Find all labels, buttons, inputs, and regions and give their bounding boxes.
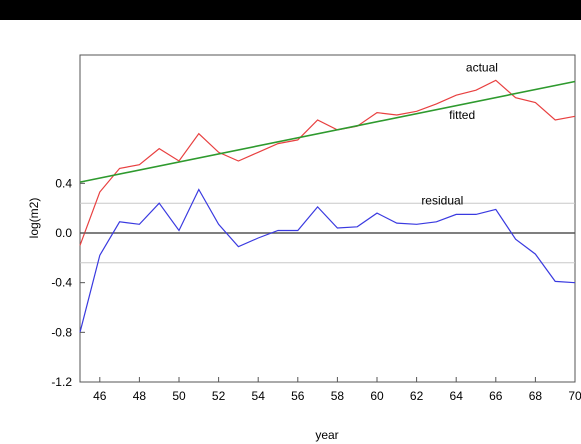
series-annotation-actual: actual [466,61,498,75]
y-axis-title: log(m2) [27,198,41,239]
x-tick-label: 62 [410,389,424,403]
x-tick-label: 54 [252,389,266,403]
y-tick-label: 0.0 [55,226,72,240]
top-black-bar [0,0,581,20]
plot-area-frame [79,54,576,383]
x-tick-label: 66 [489,389,503,403]
series-line-fitted [79,80,576,183]
series-line-residual [79,188,576,333]
x-axis-title: year [315,428,338,442]
y-tick-label: -1.2 [51,375,72,389]
x-tick-label: 68 [529,389,543,403]
x-tick-label: 46 [93,389,107,403]
series-annotation-residual: residual [421,193,463,207]
series-line-actual [79,79,576,246]
series-annotation-fitted: fitted [449,108,475,122]
x-tick-label: 58 [331,389,345,403]
x-tick-label: 48 [133,389,147,403]
x-tick-label: 60 [370,389,384,403]
x-tick-label: 56 [291,389,305,403]
x-tick-label: 52 [212,389,226,403]
x-tick-label: 70 [568,389,581,403]
x-tick-label: 64 [450,389,464,403]
x-tick-label: 50 [172,389,186,403]
y-tick-label: -0.4 [51,276,72,290]
y-tick-label: -0.8 [51,325,72,339]
y-tick-label: 0.4 [55,176,72,190]
